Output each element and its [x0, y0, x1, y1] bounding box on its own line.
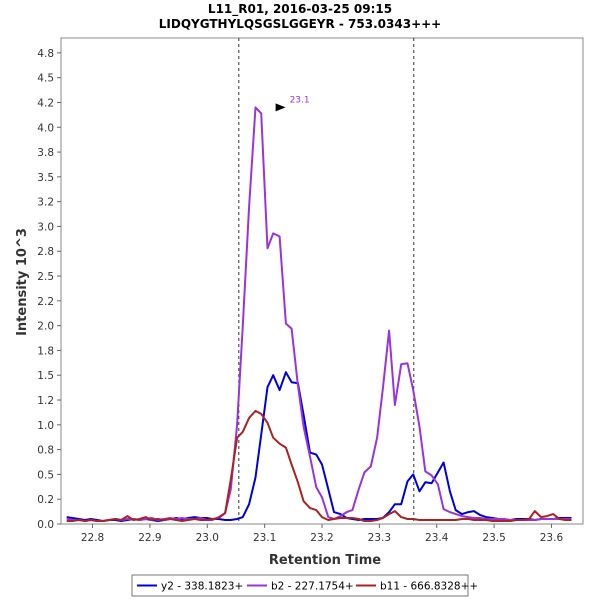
- y-tick-label: 2.8: [37, 246, 54, 258]
- axis-layer: 0.0 0.2 0.5 0.8 1.0 1.2 1.5 1.8 2.0 2.2 2.5 2.8 3.0 3…: [37, 48, 563, 544]
- x-tick-label: 23.5: [482, 532, 505, 544]
- plot-area: [60, 37, 584, 525]
- x-tick-label: 22.9: [138, 532, 161, 544]
- x-tick-label: 23.3: [368, 532, 391, 544]
- x-tick-label: 23.4: [425, 532, 449, 544]
- y-tick-label: 0.5: [37, 469, 54, 481]
- chart-subtitle: LIDQYGTHYLQSGSLGGEYR - 753.0343+++: [159, 17, 441, 31]
- y-tick-label: 1.2: [37, 395, 54, 407]
- legend-label: b11 - 666.8328++: [380, 581, 478, 593]
- y-tick-label: 0.2: [37, 494, 54, 506]
- chart-title: L11_R01, 2016-03-25 09:15: [208, 2, 392, 17]
- y-tick-label: 2.5: [37, 271, 54, 283]
- series-layer: [66, 106, 572, 522]
- y-tick-label: 2.2: [37, 296, 54, 308]
- x-axis-label: Retention Time: [269, 553, 381, 568]
- y-tick-label: 4.0: [37, 122, 54, 134]
- annotation-layer: 23.1: [275, 95, 310, 112]
- y-tick-label: 3.5: [37, 172, 54, 184]
- x-tick-label: 22.8: [81, 532, 104, 544]
- y-tick-label: 3.0: [37, 221, 54, 233]
- y-tick-label: 2.0: [37, 321, 54, 333]
- peak-retention-label: 23.1: [290, 95, 310, 105]
- legend-label: y2 - 338.1823+: [161, 581, 243, 593]
- y-tick-label: 0.8: [37, 445, 54, 457]
- series-line-2: [66, 106, 572, 522]
- legend-box: [131, 574, 469, 597]
- x-tick-label: 23.6: [540, 532, 564, 544]
- y-axis-label: Intensity 10^3: [15, 228, 30, 336]
- y-tick-label: 3.2: [37, 197, 54, 209]
- x-tick-label: 23.1: [253, 532, 276, 544]
- y-tick-label: 1.0: [37, 420, 54, 432]
- legend-label: b2 - 227.1754+: [271, 581, 354, 593]
- peak-marker-arrow-icon: [275, 103, 286, 112]
- series-line-3: [66, 409, 572, 522]
- y-tick-label: 0.0: [37, 519, 54, 531]
- y-tick-label: 4.5: [37, 73, 54, 85]
- y-tick-label: 4.2: [37, 97, 54, 109]
- y-tick-label: 1.8: [37, 345, 54, 357]
- y-tick-label: 1.5: [37, 370, 54, 382]
- x-tick-label: 23.2: [310, 532, 333, 544]
- plot-frame: [60, 37, 584, 525]
- y-tick-label: 4.8: [37, 48, 54, 60]
- x-tick-label: 23.0: [196, 532, 219, 544]
- y-tick-label: 3.8: [37, 147, 54, 159]
- legend: y2 - 338.1823+ b2 - 227.1754+ b11 - 666.83…: [131, 574, 478, 597]
